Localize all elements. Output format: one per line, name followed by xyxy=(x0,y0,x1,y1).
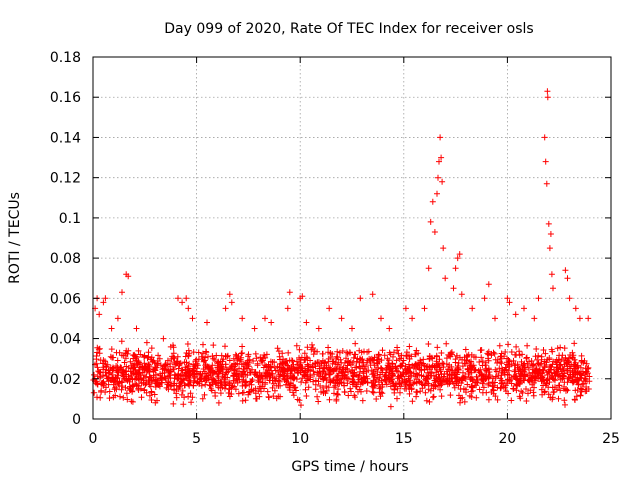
x-tick-label: 10 xyxy=(291,431,309,447)
x-axis-ticks: 0 5 10 15 20 25 xyxy=(89,57,620,447)
y-tick-label: 0.14 xyxy=(50,130,81,146)
y-tick-label: 0.16 xyxy=(50,90,81,106)
y-tick-label: 0.02 xyxy=(50,372,81,388)
y-tick-label: 0.12 xyxy=(50,171,81,187)
y-tick-label: 0.18 xyxy=(50,50,81,66)
plus-markers xyxy=(90,88,593,410)
data-points xyxy=(90,88,593,410)
x-tick-label: 0 xyxy=(89,431,98,447)
y-tick-label: 0 xyxy=(72,412,81,428)
grid-lines xyxy=(93,57,611,419)
y-tick-label: 0.06 xyxy=(50,291,81,307)
y-tick-label: 0.1 xyxy=(59,211,81,227)
x-tick-label: 20 xyxy=(498,431,516,447)
x-tick-label: 25 xyxy=(602,431,620,447)
y-axis-label: ROTI / TECUs xyxy=(7,192,23,284)
y-axis-ticks: 0 0.02 0.04 0.06 0.08 0.1 0.12 0.14 0.16 0.18 xyxy=(50,50,611,428)
y-tick-label: 0.04 xyxy=(50,332,81,348)
x-tick-label: 5 xyxy=(192,431,201,447)
chart-title: Day 099 of 2020, Rate Of TEC Index for r… xyxy=(164,21,533,37)
x-axis-label: GPS time / hours xyxy=(291,459,408,475)
x-tick-label: 15 xyxy=(395,431,413,447)
y-tick-label: 0.08 xyxy=(50,251,81,267)
plot-frame xyxy=(92,56,612,420)
